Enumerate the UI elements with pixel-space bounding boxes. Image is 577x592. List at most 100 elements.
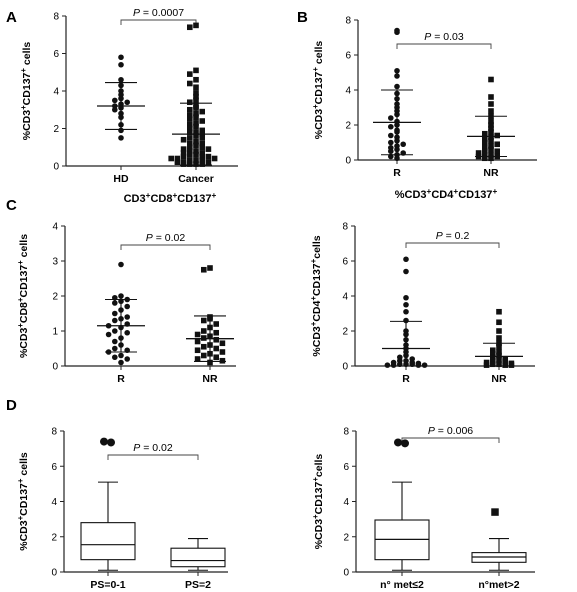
data-point [201, 343, 207, 350]
data-point [488, 94, 494, 100]
data-point [494, 148, 500, 155]
y-tick-label: 4 [342, 292, 348, 303]
data-point [112, 106, 118, 113]
data-point [124, 329, 130, 336]
data-point [187, 71, 193, 77]
data-point [118, 352, 124, 359]
data-point [415, 362, 422, 368]
data-point [124, 356, 130, 362]
outlier-point [107, 438, 115, 447]
y-axis-label: %CD3+CD4+CD137+cells [309, 235, 324, 356]
data-point [496, 328, 502, 334]
x-category-label: R [402, 373, 410, 385]
data-point [174, 159, 181, 166]
data-point [213, 321, 219, 327]
panel-D1: 0 2 4 6 8 PS=0-1 PS=2 %CD3+CD137+ cells D P = 0.0… [6, 397, 228, 591]
data-point [219, 340, 226, 347]
data-point [483, 362, 490, 368]
data-point [194, 338, 201, 345]
data-point [403, 268, 409, 275]
y-tick-label: 2 [51, 532, 57, 543]
y-axis-label: %CD3+CD137+ cells [19, 42, 34, 141]
data-point [118, 293, 124, 299]
data-point [205, 159, 212, 166]
data-point [388, 148, 394, 155]
box-iqr [80, 522, 136, 561]
data-point [390, 362, 397, 368]
data-point [388, 123, 394, 130]
data-point [199, 118, 205, 124]
data-point [482, 130, 488, 137]
data-point [199, 144, 205, 151]
y-axis-label: %CD3+CD137+ cells [16, 452, 31, 551]
x-category-label: Cancer [178, 173, 214, 185]
y-tick-label: 0 [345, 156, 351, 167]
data-point [187, 99, 193, 106]
y-tick-label: 6 [51, 462, 57, 473]
data-point [187, 140, 193, 147]
p-value-label: P = 0.006 [428, 425, 473, 437]
y-axis-label: %CD3+CD137+cells [311, 454, 326, 550]
data-point [201, 335, 207, 341]
data-point [205, 146, 212, 152]
data-point [394, 83, 400, 90]
data-point [403, 301, 409, 308]
y-tick-label: 8 [345, 16, 351, 27]
data-point [187, 148, 193, 154]
data-point [496, 335, 502, 341]
data-point [124, 303, 130, 310]
significance-bracket [401, 437, 500, 443]
data-point [421, 362, 428, 368]
data-point [194, 347, 201, 354]
data-point [112, 328, 118, 334]
y-tick-label: 2 [52, 292, 58, 303]
panel-C1: 0 1 2 3 4 R NR %CD3+CD8+CD137+ cells C CD3+CD8+CD… [6, 191, 236, 385]
y-tick-label: 8 [53, 12, 59, 23]
data-point [199, 140, 205, 147]
data-point [219, 357, 226, 364]
data-point [490, 361, 496, 368]
data-point [488, 101, 494, 107]
data-point [488, 76, 494, 83]
data-point [187, 80, 193, 87]
significance-bracket [120, 19, 197, 25]
data-point [194, 331, 201, 338]
data-point [180, 161, 187, 167]
data-point [118, 61, 124, 68]
y-tick-label: 4 [51, 497, 57, 508]
panel-C2: 0 2 4 6 8 R NR %CD3+CD4+CD137+cells %CD3+CD4+CD1… [309, 187, 535, 385]
y-tick-label: 8 [343, 427, 349, 438]
y-tick-label: 0 [342, 362, 348, 373]
data-point [168, 155, 174, 162]
data-point [199, 150, 205, 156]
y-tick-label: 0 [51, 568, 57, 579]
data-point [199, 161, 205, 167]
data-point [193, 76, 199, 83]
p-value-label: P = 0.2 [436, 230, 470, 242]
y-tick-label: 0 [343, 568, 349, 579]
data-point [211, 155, 218, 162]
data-point [482, 151, 488, 158]
data-point [403, 256, 409, 263]
data-point [482, 136, 488, 142]
data-point [502, 362, 508, 368]
data-point [118, 359, 124, 366]
data-point [488, 108, 494, 114]
outlier-point [394, 438, 402, 447]
data-point [213, 354, 219, 361]
data-point [388, 132, 394, 139]
outlier-point [100, 437, 108, 446]
data-point [124, 99, 130, 106]
data-point [180, 136, 187, 143]
data-point [199, 153, 205, 160]
data-point [180, 146, 187, 152]
data-point [118, 76, 124, 83]
data-point [118, 261, 124, 268]
data-point [187, 129, 193, 136]
y-axis-label: %CD3+CD137+ cells [311, 41, 326, 140]
p-value-label: P = 0.0007 [133, 7, 184, 19]
x-category-label: n°met>2 [478, 579, 519, 591]
data-point [205, 153, 212, 160]
data-point [219, 349, 226, 355]
data-point [394, 29, 400, 36]
